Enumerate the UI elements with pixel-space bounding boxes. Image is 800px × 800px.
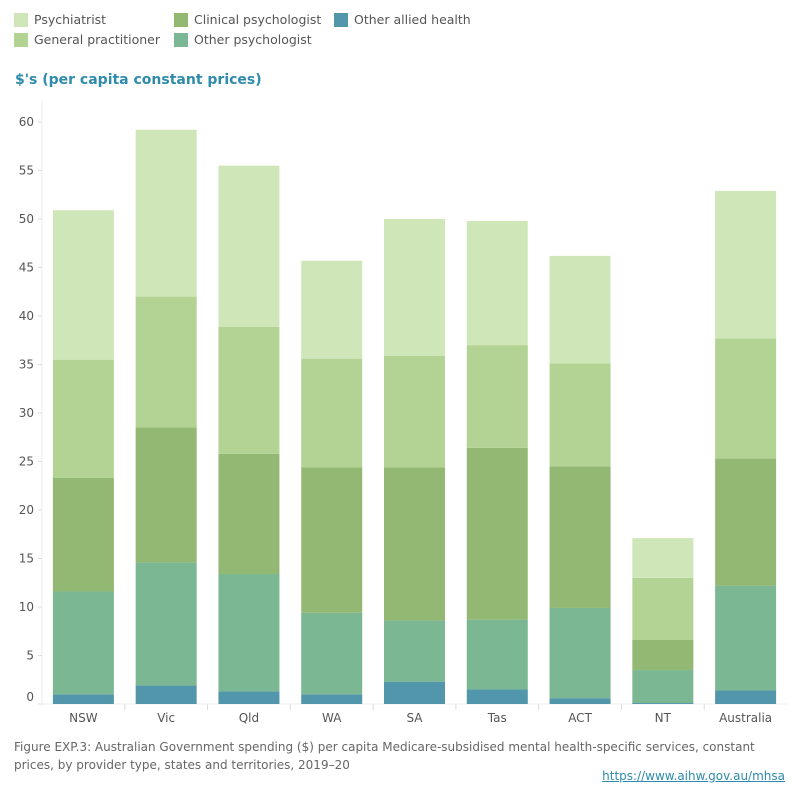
bar-segment-general-practitioner: [549, 363, 611, 467]
bar-segment-other-allied-health: [384, 681, 445, 704]
bar-segment-other-psychologist: [301, 612, 363, 695]
bar-segment-other-psychologist: [384, 620, 445, 682]
bar-segment-general-practitioner: [384, 355, 445, 468]
bar-segment-general-practitioner: [715, 338, 777, 459]
bar-segment-clinical-psychologist: [549, 466, 611, 608]
bar-segment-other-allied-health: [715, 690, 777, 704]
bar-segment-clinical-psychologist: [632, 639, 694, 671]
bar-segment-psychiatrist: [715, 190, 777, 339]
bar-segment-other-allied-health: [632, 703, 694, 704]
bar-segment-other-allied-health: [52, 694, 114, 704]
bar-segment-other-psychologist: [218, 574, 280, 692]
y-tick-label: 35: [19, 358, 34, 372]
bar-segment-other-psychologist: [632, 670, 694, 704]
bar-segment-psychiatrist: [549, 255, 611, 364]
bar-segment-psychiatrist: [301, 260, 363, 359]
bar-segment-general-practitioner: [52, 359, 114, 478]
bar-segment-psychiatrist: [135, 129, 197, 297]
y-tick-label: 25: [19, 455, 34, 469]
bar-segment-other-psychologist: [52, 591, 114, 695]
y-tick-label: 45: [19, 261, 34, 275]
legend-item[interactable]: Other psychologist: [174, 32, 312, 47]
x-tick-label: Qld: [239, 711, 259, 725]
bar-segment-general-practitioner: [301, 358, 363, 468]
bar-segment-other-psychologist: [135, 562, 197, 686]
x-tick-label: NSW: [69, 711, 98, 725]
bar-segment-clinical-psychologist: [52, 477, 114, 592]
bar-segment-general-practitioner: [632, 577, 694, 640]
figure-caption: Figure EXP.3: Australian Government spen…: [14, 740, 755, 772]
bar-segment-general-practitioner: [218, 326, 280, 454]
x-tick-label: Tas: [487, 711, 507, 725]
y-tick-label: 5: [26, 649, 34, 663]
legend-label: Clinical psychologist: [194, 12, 322, 27]
bar-segment-other-psychologist: [715, 585, 777, 691]
legend-label: Other allied health: [354, 12, 471, 27]
legend: Psychiatrist General practitioner Clinical…: [14, 12, 494, 56]
legend-swatch: [14, 12, 28, 27]
bar-segment-clinical-psychologist: [466, 447, 528, 620]
bar-segment-other-allied-health: [549, 698, 611, 704]
x-tick-label: Vic: [157, 711, 175, 725]
bar-segment-clinical-psychologist: [301, 467, 363, 613]
legend-label: General practitioner: [34, 32, 160, 47]
x-tick-label: Australia: [719, 711, 772, 725]
y-tick-label: 10: [19, 600, 34, 614]
legend-label: Psychiatrist: [34, 12, 107, 27]
bar-segment-psychiatrist: [218, 165, 280, 327]
legend-item[interactable]: Psychiatrist: [14, 12, 106, 27]
bar-segment-psychiatrist: [384, 219, 445, 356]
bar-segment-other-psychologist: [549, 607, 611, 699]
legend-swatch: [14, 32, 28, 47]
x-tick-label: NT: [655, 711, 672, 725]
bar-segment-clinical-psychologist: [384, 467, 445, 621]
y-tick-label: 0: [26, 690, 34, 704]
y-tick-label: 40: [19, 309, 34, 323]
bar-segment-psychiatrist: [466, 220, 528, 346]
x-tick-label: WA: [322, 711, 342, 725]
legend-swatch: [334, 12, 348, 27]
bar-segment-general-practitioner: [135, 296, 197, 428]
bar-segment-clinical-psychologist: [218, 453, 280, 575]
y-tick-label: 20: [19, 503, 34, 517]
bar-segment-other-allied-health: [466, 689, 528, 704]
bar-segment-psychiatrist: [52, 210, 114, 360]
bar-segment-clinical-psychologist: [715, 458, 777, 586]
y-tick-label: 30: [19, 406, 34, 420]
legend-swatch: [174, 32, 188, 47]
bar-segment-other-allied-health: [218, 691, 280, 704]
y-tick-label: 15: [19, 552, 34, 566]
bar-segment-clinical-psychologist: [135, 427, 197, 563]
bar-segment-other-allied-health: [135, 685, 197, 704]
bar-segment-psychiatrist: [632, 538, 694, 578]
legend-item[interactable]: General practitioner: [14, 32, 160, 47]
legend-label: Other psychologist: [194, 32, 312, 47]
legend-item[interactable]: Other allied health: [334, 12, 471, 27]
bar-segment-general-practitioner: [466, 345, 528, 448]
y-tick-label: 60: [19, 115, 34, 129]
legend-item[interactable]: Clinical psychologist: [174, 12, 321, 27]
bar-segment-other-allied-health: [301, 694, 363, 704]
x-tick-label: SA: [406, 711, 423, 725]
y-tick-label: 55: [19, 164, 34, 178]
y-axis-label: $'s (per capita constant prices): [15, 72, 262, 88]
bar-segment-other-psychologist: [466, 619, 528, 690]
y-tick-label: 50: [19, 212, 34, 226]
legend-swatch: [174, 12, 188, 27]
x-tick-label: ACT: [568, 711, 592, 725]
source-link[interactable]: https://www.aihw.gov.au/mhsa: [602, 769, 785, 783]
